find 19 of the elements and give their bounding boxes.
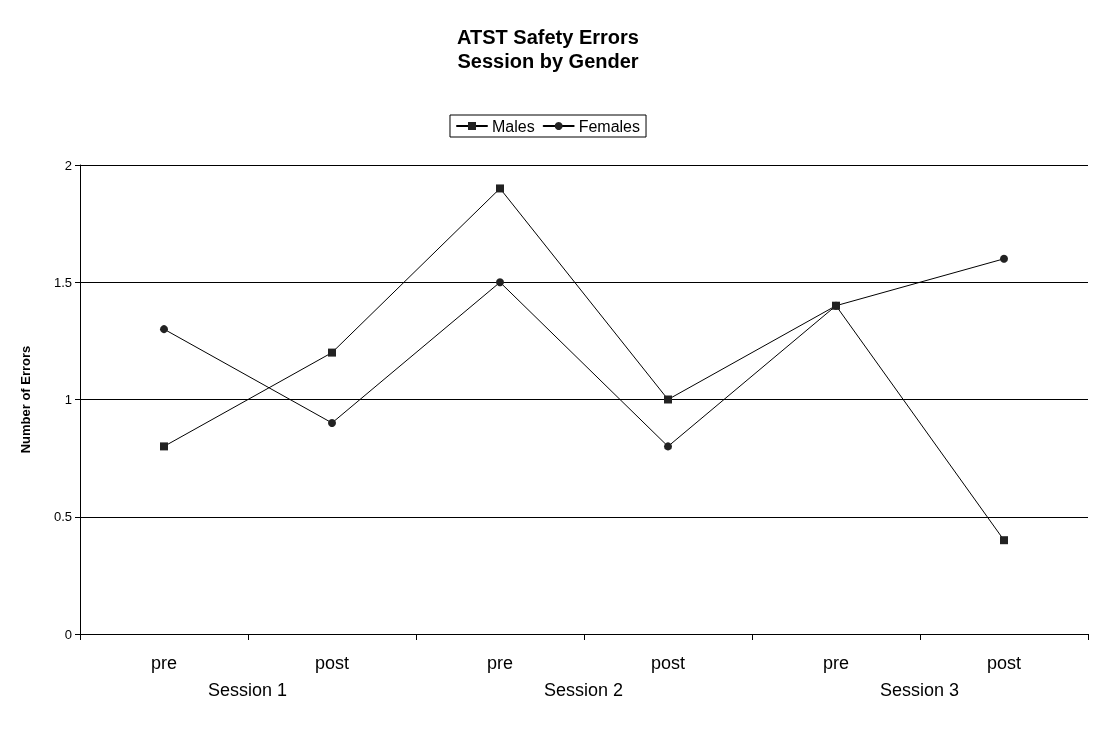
chart-title: ATST Safety Errors — [457, 26, 639, 48]
text: Session 1 — [208, 680, 288, 700]
legend-label: Females — [578, 117, 641, 135]
y-tick-label: 2 — [64, 157, 72, 173]
x-tick-label: pre — [486, 653, 514, 673]
chart-subtitle: Session by Gender — [457, 50, 639, 72]
x-tick-label: post — [650, 653, 686, 673]
x-tick-label: pre — [822, 653, 850, 673]
text: Session 2 — [544, 680, 624, 700]
y-tick-label: 0 — [64, 626, 72, 642]
x-tick-label: post — [314, 653, 350, 673]
y-tick-label: 1.5 — [53, 274, 72, 290]
legend-label: Males — [491, 117, 535, 135]
y-tick-label: 1 — [64, 392, 72, 407]
y-tick-label: 0.5 — [53, 509, 72, 525]
x-tick-label: post — [986, 653, 1022, 673]
y-axis-title: Number of Errors — [18, 345, 33, 454]
text: Session 3 — [880, 680, 960, 700]
x-tick-label: pre — [150, 653, 178, 673]
